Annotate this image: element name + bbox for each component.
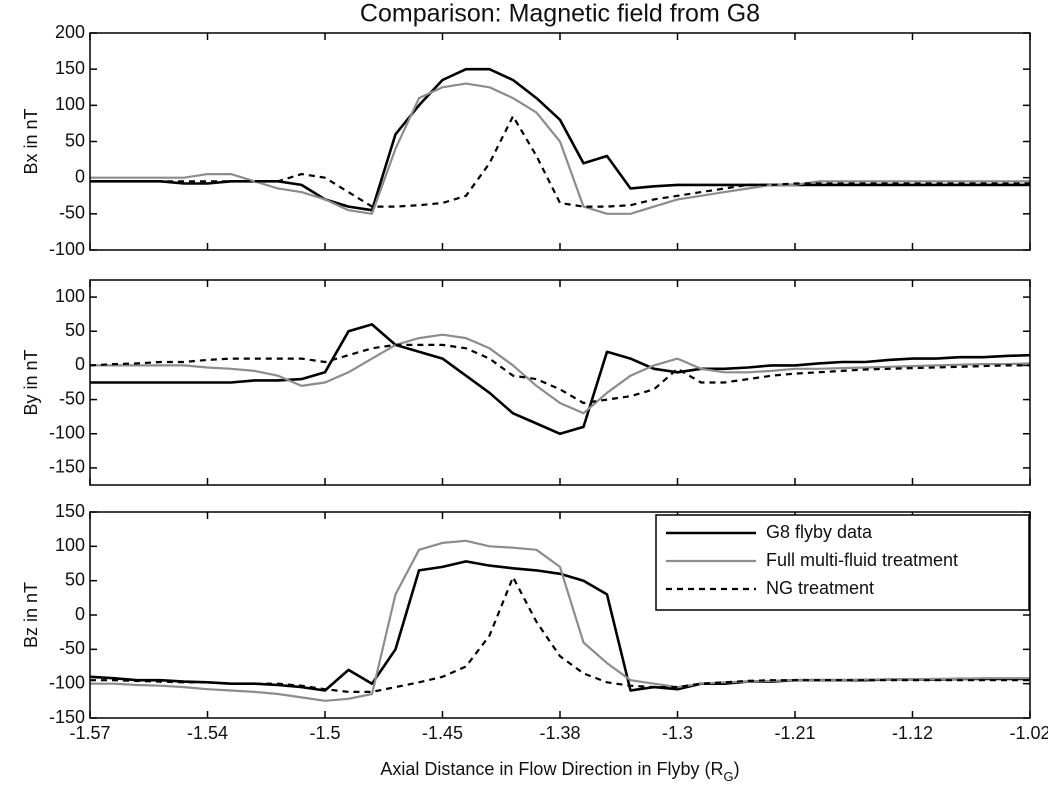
chart-title: Comparison: Magnetic field from G8: [360, 0, 760, 28]
legend-box: [655, 514, 1030, 611]
x-tick-label: -1.45: [422, 723, 463, 743]
y-tick-label: -50: [59, 388, 85, 408]
y-tick-label: -100: [49, 239, 85, 259]
y-tick-label: -150: [49, 707, 85, 727]
x-axis-label-part: ): [734, 759, 740, 779]
y-tick-label: 100: [55, 94, 85, 114]
x-axis-label: Axial Distance in Flow Direction in Flyb…: [380, 759, 739, 784]
y-tick-label: -100: [49, 423, 85, 443]
series-line: [89, 343, 1030, 405]
legend-label: Full multi-fluid treatment: [766, 550, 958, 570]
x-tick-label: -1.54: [187, 723, 228, 743]
legend-label: G8 flyby data: [766, 522, 873, 542]
x-axis-label-part: Axial Distance in Flow Direction in Flyb…: [380, 759, 723, 779]
series-line: [90, 82, 1030, 215]
legend-label: NG treatment: [766, 578, 874, 598]
x-tick-label: -1.57: [69, 723, 110, 743]
y-tick-label: -50: [59, 638, 85, 658]
y-tick-label: 50: [65, 130, 85, 150]
x-tick-label: -1.38: [539, 723, 580, 743]
x-tick-label: -1.02: [1009, 723, 1048, 743]
x-tick-label: -1.12: [892, 723, 933, 743]
y-tick-label: -150: [49, 457, 85, 477]
x-tick-label: -1.21: [774, 723, 815, 743]
y-tick-label: 50: [65, 320, 85, 340]
series-line: [90, 115, 1030, 208]
series-line: [90, 333, 1031, 415]
x-axis-label-part: G: [723, 769, 733, 784]
y-tick-label: 0: [75, 354, 85, 374]
y-tick-label: 150: [55, 501, 85, 521]
x-tick-label: -1.3: [662, 723, 693, 743]
y-tick-label: -50: [59, 203, 85, 223]
y-tick-label: 150: [55, 58, 85, 78]
y-tick-label: 0: [75, 166, 85, 186]
plot-frame: [89, 279, 1031, 486]
x-tick-label: -1.5: [309, 723, 340, 743]
y-tick-label: -100: [49, 672, 85, 692]
plot-frame: [89, 32, 1031, 251]
plot-area: [90, 280, 1030, 485]
y-tick-label: 50: [65, 569, 85, 589]
y-tick-label: 200: [55, 22, 85, 42]
series-line: [90, 323, 1031, 436]
y-axis-label: Bx in nT: [21, 108, 41, 174]
y-axis-label: Bz in nT: [21, 582, 41, 648]
y-tick-label: 100: [55, 286, 85, 306]
plot-frame: [89, 511, 1031, 719]
y-tick-label: 0: [75, 604, 85, 624]
y-tick-label: 100: [55, 535, 85, 555]
series-line: [90, 576, 1030, 693]
y-axis-label: By in nT: [21, 349, 41, 415]
